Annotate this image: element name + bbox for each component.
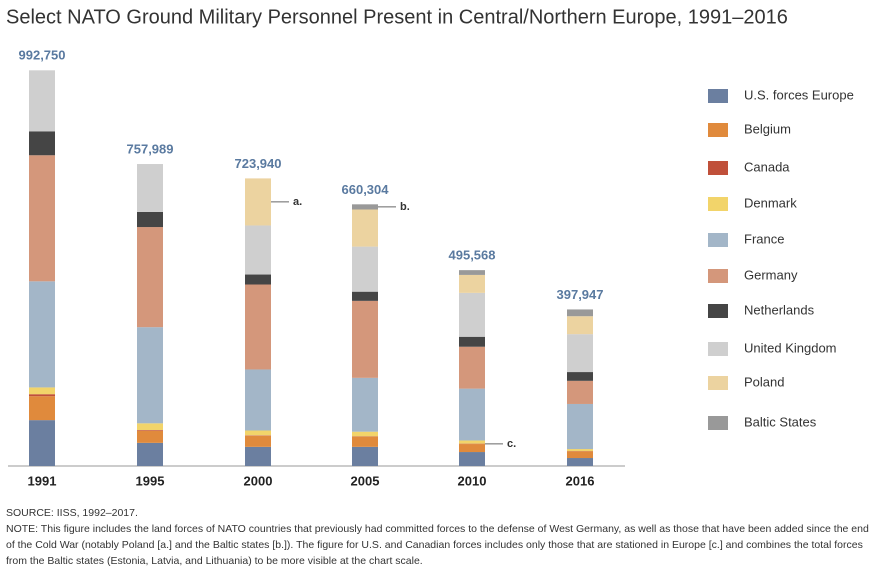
bar-segment — [137, 227, 163, 328]
bar-segment — [567, 316, 593, 335]
x-tick-label: 2016 — [566, 473, 595, 488]
bar-segment — [245, 446, 271, 466]
x-tick-label: 2000 — [244, 473, 273, 488]
bar-segment — [567, 372, 593, 381]
bar-segment — [137, 164, 163, 212]
legend-swatch — [708, 304, 728, 318]
legend-label: France — [744, 231, 784, 246]
chart: Select NATO Ground Military Personnel Pr… — [6, 6, 854, 488]
bar-segment — [29, 420, 55, 466]
legend-swatch — [708, 269, 728, 283]
bar-segment — [352, 436, 378, 447]
bar-segment — [352, 246, 378, 292]
bar-segment — [245, 369, 271, 431]
bar-segment — [459, 452, 485, 466]
bar-segment — [29, 396, 55, 421]
bar-segment — [459, 336, 485, 347]
legend-swatch — [708, 342, 728, 356]
bar-segment — [245, 435, 271, 447]
bar-segment — [352, 204, 378, 210]
bar-segment — [29, 387, 55, 395]
bar-segment — [567, 451, 593, 459]
bar-segment — [459, 274, 485, 293]
bar-segment — [245, 178, 271, 226]
annotation: b. — [400, 201, 410, 213]
total-label: 757,989 — [127, 141, 174, 156]
bar-segment — [459, 440, 485, 444]
bar-segment — [567, 380, 593, 404]
bar-segment — [459, 270, 485, 275]
bar-segment — [352, 291, 378, 301]
x-tick-label: 1995 — [136, 473, 165, 488]
bar-segment — [459, 292, 485, 337]
total-label: 723,940 — [235, 156, 282, 171]
bar-segment — [245, 225, 271, 275]
total-label: 992,750 — [19, 48, 66, 63]
bar-segment — [567, 403, 593, 450]
bar-segment — [352, 431, 378, 437]
bar-segment — [567, 449, 593, 452]
legend-label: Germany — [744, 267, 798, 282]
bar-segment — [137, 430, 163, 431]
bar-segment — [137, 423, 163, 431]
legend-label: United Kingdom — [744, 340, 837, 355]
total-label: 660,304 — [342, 182, 390, 197]
legend-label: U.S. forces Europe — [744, 87, 854, 102]
bar-segment — [29, 70, 55, 132]
legend-label: Netherlands — [744, 302, 815, 317]
bar-segment — [245, 274, 271, 285]
x-tick-label: 1991 — [28, 473, 57, 488]
legend-label: Belgium — [744, 121, 791, 136]
chart-title: Select NATO Ground Military Personnel Pr… — [6, 6, 788, 28]
bar-segment — [352, 209, 378, 247]
bar-segment — [137, 327, 163, 424]
legend-swatch — [708, 123, 728, 137]
legend-label: Poland — [744, 374, 784, 389]
bar-segment — [459, 346, 485, 389]
total-label: 397,947 — [557, 287, 604, 302]
footnotes: SOURCE: IISS, 1992–2017. NOTE: This figu… — [6, 505, 874, 569]
x-tick-label: 2010 — [458, 473, 487, 488]
bar-segment — [459, 388, 485, 441]
bar-segment — [137, 211, 163, 228]
legend-label: Denmark — [744, 195, 797, 210]
bar-segment — [245, 284, 271, 370]
bar-segment — [29, 155, 55, 282]
legend-label: Canada — [744, 159, 790, 174]
bar-segment — [137, 430, 163, 443]
note: NOTE: This figure includes the land forc… — [6, 523, 869, 567]
legend-swatch — [708, 197, 728, 211]
bar-segment — [29, 394, 55, 397]
bar-segment — [29, 131, 55, 156]
bar-segment — [352, 446, 378, 466]
legend-swatch — [708, 416, 728, 430]
source: SOURCE: IISS, 1992–2017. — [6, 507, 138, 519]
legend-swatch — [708, 89, 728, 103]
bar-segment — [245, 430, 271, 436]
bar-segment — [29, 281, 55, 388]
annotation: a. — [293, 196, 302, 208]
bar-segment — [567, 309, 593, 317]
annotation: c. — [507, 438, 516, 450]
bar-segment — [137, 442, 163, 466]
x-tick-label: 2005 — [351, 473, 380, 488]
legend-label: Baltic States — [744, 414, 817, 429]
legend-swatch — [708, 376, 728, 390]
total-label: 495,568 — [449, 248, 496, 263]
bar-segment — [459, 444, 485, 453]
bar-segment — [352, 377, 378, 432]
bar-segment — [567, 334, 593, 373]
legend-swatch — [708, 233, 728, 247]
bar-segment — [352, 300, 378, 378]
bar-segment — [567, 458, 593, 466]
legend-swatch — [708, 161, 728, 175]
